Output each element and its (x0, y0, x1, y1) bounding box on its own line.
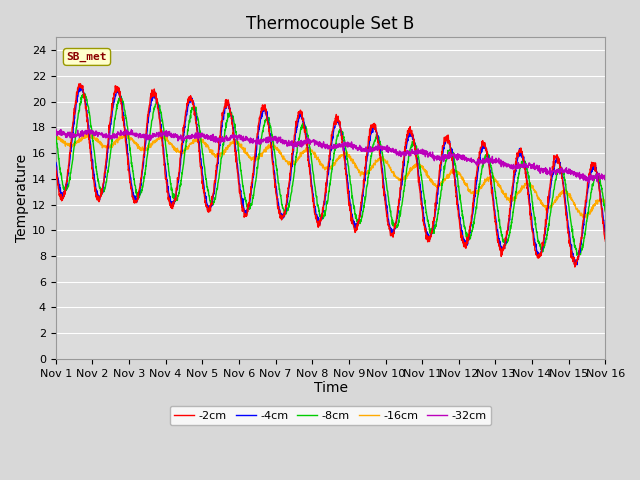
-8cm (52, 131, 60, 137)
-32cm (358, 147, 366, 153)
Text: SB_met: SB_met (67, 52, 108, 62)
Y-axis label: Temperature: Temperature (15, 154, 29, 242)
-16cm (358, 170, 366, 176)
Line: -32cm: -32cm (56, 130, 605, 183)
-8cm (205, 193, 213, 199)
-2cm (76, 81, 84, 86)
X-axis label: Time: Time (314, 382, 348, 396)
-4cm (347, 202, 355, 207)
-8cm (358, 212, 366, 218)
-8cm (347, 181, 355, 187)
-2cm (568, 256, 576, 262)
-2cm (347, 208, 355, 214)
-16cm (582, 215, 590, 221)
-2cm (490, 210, 498, 216)
Legend: -2cm, -4cm, -8cm, -16cm, -32cm: -2cm, -4cm, -8cm, -16cm, -32cm (170, 406, 491, 425)
Line: -4cm: -4cm (56, 85, 605, 265)
-4cm (490, 206, 498, 212)
-4cm (358, 192, 366, 198)
-8cm (602, 209, 609, 215)
-4cm (602, 233, 609, 239)
-8cm (568, 229, 576, 235)
-16cm (602, 201, 609, 206)
-4cm (205, 206, 213, 212)
-32cm (568, 169, 576, 175)
-4cm (52, 159, 60, 165)
-16cm (205, 147, 213, 153)
-16cm (86, 130, 93, 136)
-16cm (490, 177, 498, 182)
-4cm (78, 83, 86, 88)
-16cm (553, 195, 561, 201)
-32cm (205, 134, 213, 140)
Line: -2cm: -2cm (56, 84, 605, 267)
-32cm (553, 167, 561, 173)
-2cm (358, 190, 366, 195)
-16cm (568, 197, 576, 203)
Line: -8cm: -8cm (56, 94, 605, 255)
-2cm (602, 238, 609, 244)
-32cm (52, 127, 60, 132)
-4cm (568, 250, 576, 255)
-2cm (553, 152, 561, 157)
-4cm (573, 262, 580, 268)
-16cm (52, 133, 60, 139)
-32cm (602, 172, 609, 178)
-8cm (573, 252, 580, 258)
-4cm (553, 154, 561, 160)
Title: Thermocouple Set B: Thermocouple Set B (246, 15, 415, 33)
-8cm (81, 91, 88, 97)
-2cm (571, 264, 579, 270)
-16cm (347, 154, 355, 159)
-32cm (346, 142, 354, 147)
-32cm (490, 157, 498, 163)
Line: -16cm: -16cm (56, 133, 605, 218)
-2cm (205, 204, 213, 210)
-2cm (52, 164, 60, 170)
-32cm (585, 180, 593, 186)
-8cm (490, 184, 498, 190)
-8cm (553, 171, 561, 177)
